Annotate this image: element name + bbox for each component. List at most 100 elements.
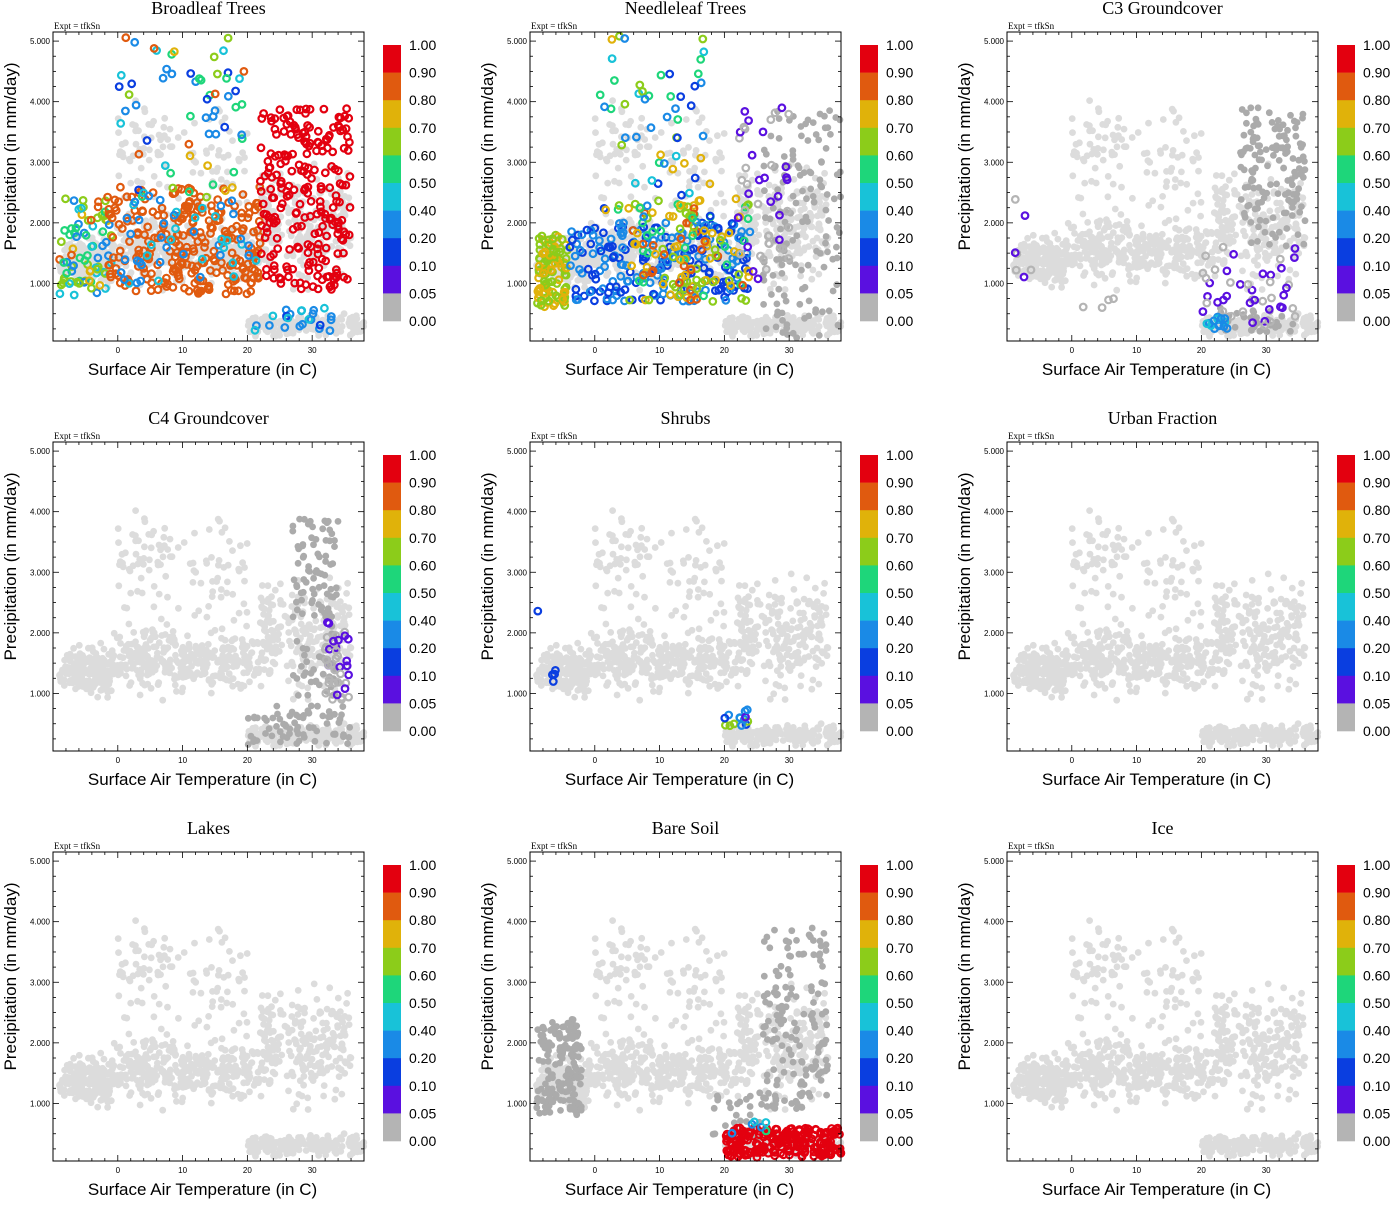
colorbar-label: 0.10 (886, 258, 913, 274)
scatter-point-base (1125, 262, 1132, 269)
y-tick-label: 5.000 (507, 37, 528, 46)
scatter-point (71, 292, 78, 299)
scatter-point-base (1172, 176, 1179, 183)
scatter-point-base (1198, 199, 1205, 206)
scatter-point-zero (1283, 210, 1290, 217)
scatter-point-base (1255, 253, 1262, 260)
scatter-point-base (169, 143, 176, 150)
scatter-point-zero (1273, 181, 1280, 188)
scatter-point-base (821, 170, 828, 177)
scatter-point (779, 105, 786, 112)
scatter-point (308, 198, 315, 205)
scatter-point-base (603, 272, 610, 279)
scatter-point-base (808, 276, 815, 283)
scatter-point (277, 106, 284, 113)
scatter-point (343, 105, 350, 112)
scatter-point-base (1079, 231, 1086, 238)
scatter-point (602, 207, 609, 214)
scatter-point-base (822, 320, 829, 327)
scatter-point-base (1215, 217, 1222, 224)
scatter-point-zero (1300, 174, 1307, 181)
scatter-point (203, 114, 210, 121)
colorbar-segment (860, 155, 878, 183)
colorbar-label: 0.20 (409, 230, 436, 246)
scatter-point-base (1116, 163, 1123, 170)
scatter-point-zero (1283, 225, 1290, 232)
scatter-point (681, 160, 688, 167)
scatter-point-zero (1289, 321, 1296, 328)
scatter-point-base (1069, 129, 1076, 136)
scatter-point (290, 226, 297, 233)
scatter-point (618, 142, 625, 149)
scatter-point-base (1094, 219, 1101, 226)
scatter-point-base (1126, 272, 1133, 279)
scatter-point-base (695, 184, 702, 191)
scatter-point-base (1307, 312, 1314, 319)
scatter-point-zero (796, 301, 803, 308)
scatter-point-base (245, 321, 252, 328)
scatter-point-base (1174, 251, 1181, 258)
scatter-point-zero (781, 153, 788, 160)
scatter-point-zero (816, 332, 823, 339)
scatter-point-base (1160, 116, 1167, 123)
scatter-point-zero (1262, 229, 1269, 236)
scatter-point-base (1301, 332, 1308, 339)
scatter-point-base (1118, 211, 1125, 218)
colorbar-label: 0.50 (886, 175, 913, 191)
scatter-point-base (1081, 180, 1088, 187)
scatter-point-base (637, 124, 644, 131)
scatter-point-base (1183, 137, 1190, 144)
scatter-point-base (1113, 287, 1120, 294)
scatter-point-base (353, 312, 360, 319)
scatter-point-base (1196, 242, 1203, 249)
scatter-point-zero (1232, 324, 1239, 331)
scatter-point-base (190, 169, 197, 176)
scatter-point-base (797, 273, 804, 280)
scatter-point (225, 93, 232, 100)
colorbar-label: 1.00 (886, 37, 913, 53)
scatter-point-base (1099, 121, 1106, 128)
scatter-point-zero (810, 193, 817, 200)
scatter-point-base (1080, 272, 1087, 279)
scatter-point-base (1084, 152, 1091, 159)
scatter-point-base (1115, 250, 1122, 257)
scatter-point-base (632, 152, 639, 159)
scatter-point-base (1092, 165, 1099, 172)
colorbar-segment (860, 266, 878, 294)
scatter-point-base (1146, 159, 1153, 166)
scatter-point-base (1126, 242, 1133, 249)
scatter-point (1080, 304, 1087, 311)
scatter-point (214, 71, 221, 78)
scatter-point-base (1185, 249, 1192, 256)
scatter-point (116, 83, 123, 90)
scatter-point-base (1141, 150, 1148, 157)
scatter-point-zero (823, 145, 830, 152)
scatter-point-zero (1291, 169, 1298, 176)
scatter-point-base (617, 151, 624, 158)
scatter-point (315, 139, 322, 146)
scatter-point-zero (1302, 166, 1309, 173)
scatter-point (1012, 196, 1019, 203)
colorbar-segment (860, 211, 878, 239)
scatter-point-zero (1272, 126, 1279, 133)
scatter-point-base (1098, 271, 1105, 278)
x-tick-label: 0 (593, 346, 598, 355)
scatter-point-base (156, 132, 163, 139)
y-axis-label: Precipitation (in mm/day) (478, 62, 497, 250)
scatter-point (341, 113, 348, 120)
scatter-point-base (175, 134, 182, 141)
scatter-point (146, 193, 153, 200)
scatter-point-base (160, 143, 167, 150)
scatter-point (1212, 266, 1219, 273)
scatter-point (743, 165, 750, 172)
scatter-point (212, 91, 219, 98)
scatter-point (344, 133, 351, 140)
scatter-point (213, 131, 220, 138)
scatter-point (258, 222, 265, 229)
scatter-point (220, 47, 227, 54)
scatter-point-zero (784, 321, 791, 328)
scatter-point-base (1021, 248, 1028, 255)
scatter-point-base (628, 173, 635, 180)
scatter-point-base (1102, 134, 1109, 141)
scatter-point-zero (1279, 144, 1286, 151)
